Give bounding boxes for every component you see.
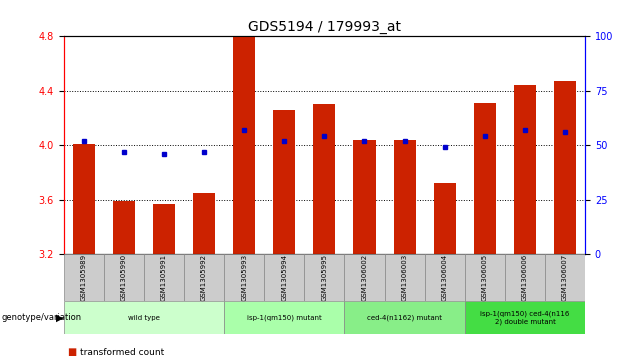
Bar (434, 183, 456, 254)
Text: GSM1306003: GSM1306003 (401, 254, 408, 301)
Text: genotype/variation: genotype/variation (1, 313, 81, 322)
Bar (505, 254, 545, 301)
Bar (264, 254, 304, 301)
Bar (345, 254, 385, 301)
Text: GSM1305991: GSM1305991 (161, 254, 167, 301)
Text: GSM1306002: GSM1306002 (361, 254, 368, 301)
Text: isp-1(qm150) ced-4(n116
2) double mutant: isp-1(qm150) ced-4(n116 2) double mutant (480, 311, 570, 325)
Text: ■: ■ (67, 347, 76, 357)
Text: GSM1306007: GSM1306007 (562, 254, 568, 301)
Bar (104, 254, 144, 301)
Text: ced-4(n1162) mutant: ced-4(n1162) mutant (367, 314, 442, 321)
Text: GSM1305994: GSM1305994 (281, 254, 287, 301)
Bar (144, 254, 184, 301)
Bar (545, 254, 585, 301)
Text: wild type: wild type (128, 315, 160, 321)
Text: GSM1305989: GSM1305989 (81, 254, 86, 301)
Bar (465, 254, 505, 301)
Text: transformed count: transformed count (80, 348, 163, 356)
Bar (345, 301, 465, 334)
Bar (474, 103, 496, 254)
Text: isp-1(qm150) mutant: isp-1(qm150) mutant (247, 314, 322, 321)
Text: GSM1305990: GSM1305990 (121, 254, 127, 301)
Bar (233, 36, 255, 254)
Bar (73, 144, 95, 254)
Bar (113, 201, 135, 254)
Text: GSM1305995: GSM1305995 (321, 254, 328, 301)
Bar (304, 254, 345, 301)
Bar (224, 254, 264, 301)
Bar (273, 110, 295, 254)
Bar (184, 254, 224, 301)
Text: GSM1305993: GSM1305993 (241, 254, 247, 301)
Bar (153, 204, 175, 254)
Bar (394, 140, 416, 254)
Title: GDS5194 / 179993_at: GDS5194 / 179993_at (248, 20, 401, 34)
Bar (193, 193, 215, 254)
Text: GSM1305992: GSM1305992 (201, 254, 207, 301)
Bar (514, 85, 536, 254)
Bar (354, 140, 375, 254)
Bar (314, 105, 335, 254)
Bar (385, 254, 425, 301)
Text: GSM1306004: GSM1306004 (442, 254, 448, 301)
Text: GSM1306006: GSM1306006 (522, 254, 528, 301)
Bar (554, 81, 576, 254)
Bar (425, 254, 465, 301)
Bar (224, 301, 345, 334)
Text: GSM1306005: GSM1306005 (482, 254, 488, 301)
Bar (64, 301, 224, 334)
Bar (64, 254, 104, 301)
Bar (465, 301, 585, 334)
Text: ▶: ▶ (56, 313, 64, 323)
